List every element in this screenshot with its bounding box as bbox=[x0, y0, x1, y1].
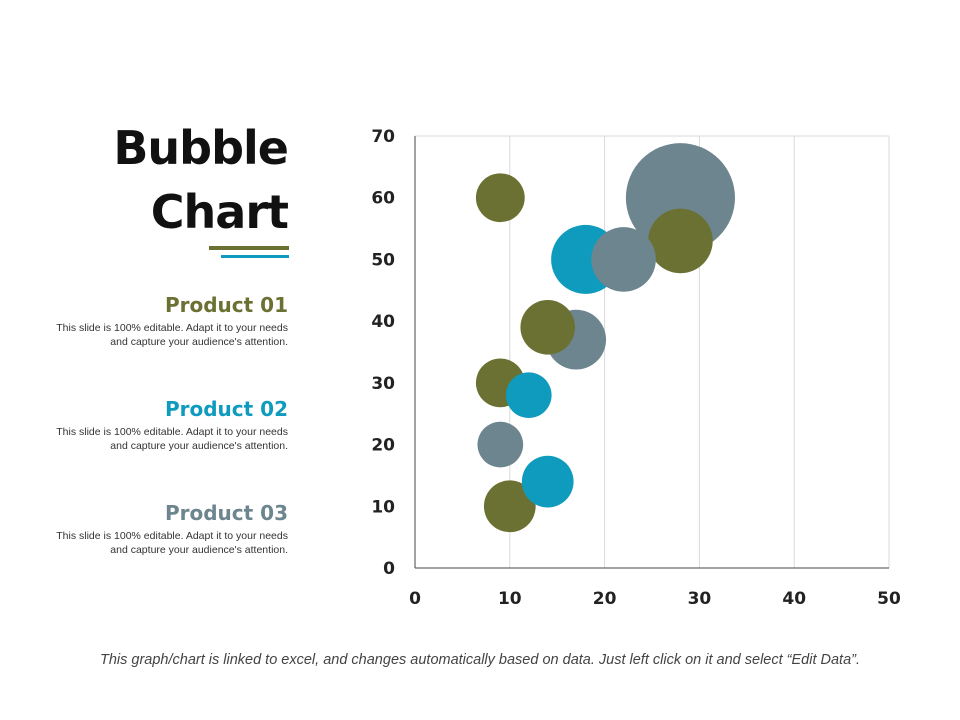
y-tick-label-10: 10 bbox=[371, 497, 395, 517]
x-tick-label-40: 40 bbox=[782, 589, 806, 609]
product-03-name: Product 03 bbox=[164, 501, 288, 525]
y-tick-label-70: 70 bbox=[371, 127, 395, 147]
bubble-series3-point-2 bbox=[591, 227, 656, 292]
bubble-series1-point-1 bbox=[475, 173, 525, 223]
x-tick-label-20: 20 bbox=[593, 589, 617, 609]
y-tick-label-20: 20 bbox=[371, 436, 395, 456]
product-03-desc-line-1: This slide is 100% editable. Adapt it to… bbox=[56, 530, 288, 542]
product-01-block: Product 01 This slide is 100% editable. … bbox=[8, 293, 288, 349]
bubble-series2-point-3 bbox=[521, 455, 574, 508]
bubble-series1-point-5 bbox=[648, 208, 713, 274]
y-tick-label-60: 60 bbox=[371, 189, 395, 209]
product-01-name: Product 01 bbox=[164, 293, 288, 317]
y-tick-label-0: 0 bbox=[383, 559, 395, 579]
title-underline-secondary bbox=[221, 255, 289, 258]
product-01-desc-line-1: This slide is 100% editable. Adapt it to… bbox=[56, 322, 288, 334]
y-tick-label-50: 50 bbox=[371, 250, 395, 270]
bubble-series3-point-4 bbox=[477, 421, 524, 468]
title-line-2: Chart bbox=[150, 185, 289, 239]
product-02-desc-line-1: This slide is 100% editable. Adapt it to… bbox=[56, 426, 288, 438]
x-tick-label-0: 0 bbox=[409, 589, 421, 609]
product-02-desc-line-2: and capture your audience's attention. bbox=[110, 440, 288, 452]
product-03-block: Product 03 This slide is 100% editable. … bbox=[8, 501, 288, 557]
x-tick-label-50: 50 bbox=[877, 589, 901, 609]
product-02-block: Product 02 This slide is 100% editable. … bbox=[8, 397, 288, 453]
product-03-desc-line-2: and capture your audience's attention. bbox=[110, 544, 288, 556]
x-tick-label-10: 10 bbox=[498, 589, 522, 609]
bubble-series1-point-2 bbox=[520, 300, 575, 355]
product-01-desc-line-2: and capture your audience's attention. bbox=[110, 336, 288, 348]
product-02-name: Product 02 bbox=[164, 397, 288, 421]
bubble-series1-point-4 bbox=[483, 480, 536, 533]
y-tick-label-30: 30 bbox=[371, 374, 395, 394]
bubble-series2-point-2 bbox=[505, 372, 552, 419]
x-tick-label-30: 30 bbox=[688, 589, 712, 609]
y-tick-label-40: 40 bbox=[371, 312, 395, 332]
chart-title: Bubble Chart bbox=[28, 116, 289, 244]
title-line-1: Bubble bbox=[113, 121, 289, 175]
title-underline-primary bbox=[209, 246, 289, 250]
footnote: This graph/chart is linked to excel, and… bbox=[99, 652, 861, 668]
